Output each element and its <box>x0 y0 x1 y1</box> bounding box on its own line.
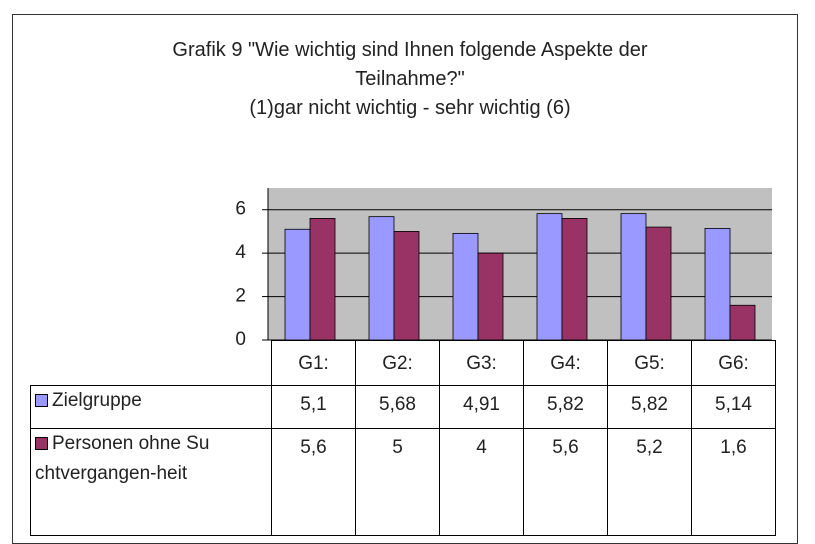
bar <box>284 228 311 341</box>
category-cell: G5: <box>607 340 692 386</box>
category-cell: G4: <box>523 340 608 386</box>
bar <box>704 227 731 341</box>
data-label: 1,6 <box>720 437 747 458</box>
data-label: 5,14 <box>715 394 752 415</box>
data-label: 5,1 <box>300 394 327 415</box>
value-cell: 1,6 <box>691 428 776 536</box>
data-label: 5,82 <box>631 394 668 415</box>
bar <box>729 304 756 341</box>
data-label: 5,2 <box>636 437 663 458</box>
data-table: G1: G2: G3: G4: G5: G6: Zielgruppe 5,1 5,68 4,91 5… <box>30 340 776 536</box>
plot-area <box>268 188 772 340</box>
legend-swatch <box>35 394 48 408</box>
y-tick-label: 0 <box>235 329 246 350</box>
bar <box>620 213 647 341</box>
corner-cell <box>30 340 272 386</box>
value-cell: 5,14 <box>691 385 776 429</box>
value-cell: 5,6 <box>523 428 608 536</box>
y-tick-label: 4 <box>235 242 246 263</box>
bar <box>561 217 588 341</box>
x-tick-label: G1: <box>298 353 329 374</box>
data-label: 5,6 <box>552 437 579 458</box>
legend-label: Zielgruppe <box>52 390 142 411</box>
value-cell: 5,82 <box>523 385 608 429</box>
x-tick-label: G2: <box>382 353 413 374</box>
legend-cell: Zielgruppe <box>30 385 272 429</box>
bar <box>477 252 504 341</box>
legend-label: Personen ohne Suchtvergangen-heit <box>35 433 210 484</box>
category-cell: G3: <box>439 340 524 386</box>
data-label: 5,6 <box>300 437 327 458</box>
data-label: 5,68 <box>379 394 416 415</box>
x-tick-label: G6: <box>718 353 749 374</box>
legend-cell: Personen ohne Suchtvergangen-heit <box>30 428 272 536</box>
data-label: 4,91 <box>463 394 500 415</box>
bar <box>393 231 420 341</box>
value-cell: 4 <box>439 428 524 536</box>
value-cell: 5,2 <box>607 428 692 536</box>
x-tick-label: G3: <box>466 353 497 374</box>
bar <box>536 213 563 341</box>
legend-swatch <box>35 437 48 451</box>
data-label: 4 <box>476 437 487 458</box>
bar <box>368 216 395 341</box>
series-row: Personen ohne Suchtvergangen-heit 5,6 5 4 5,… <box>30 428 776 536</box>
category-cell: G1: <box>271 340 356 386</box>
value-cell: 5,1 <box>271 385 356 429</box>
value-cell: 5,6 <box>271 428 356 536</box>
title-block: Grafik 9 "Wie wichtig sind Ihnen folgend… <box>130 36 690 123</box>
bar <box>309 217 336 341</box>
bar <box>452 232 479 341</box>
data-label: 5 <box>392 437 403 458</box>
value-cell: 5 <box>355 428 440 536</box>
data-label: 5,82 <box>547 394 584 415</box>
y-tick-label: 6 <box>235 199 246 220</box>
series-row: Zielgruppe 5,1 5,68 4,91 5,82 5,82 5,14 <box>30 385 776 429</box>
chart-subtitle: (1)gar nicht wichtig - sehr wichtig (6) <box>249 97 571 119</box>
value-cell: 4,91 <box>439 385 524 429</box>
category-cell: G6: <box>691 340 776 386</box>
category-cell: G2: <box>355 340 440 386</box>
bar <box>645 226 672 341</box>
value-cell: 5,82 <box>607 385 692 429</box>
x-tick-label: G5: <box>634 353 665 374</box>
value-cell: 5,68 <box>355 385 440 429</box>
x-tick-label: G4: <box>550 353 581 374</box>
header-row: G1: G2: G3: G4: G5: G6: <box>30 340 776 386</box>
y-tick-label: 2 <box>235 286 246 307</box>
chart-title: Grafik 9 "Wie wichtig sind Ihnen folgend… <box>172 39 648 90</box>
